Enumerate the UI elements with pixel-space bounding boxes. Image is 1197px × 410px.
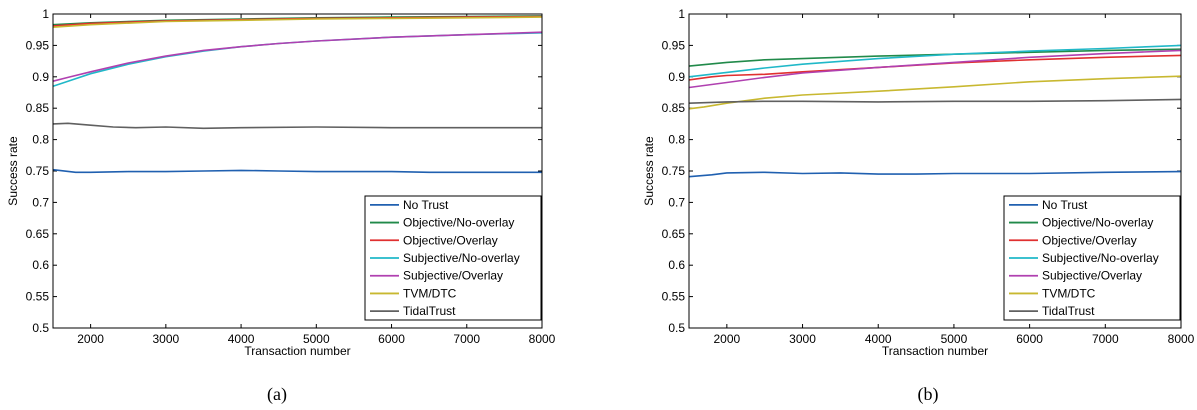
x-tick-label: 6000 (378, 332, 405, 346)
legend-entry: Objective/No-overlay (403, 216, 514, 230)
legend-entry: TVM/DTC (1042, 286, 1096, 300)
legend-entry: Subjective/Overlay (1042, 269, 1142, 283)
y-tick-label: 0.85 (26, 101, 50, 115)
series-line-subjective-overlay (52, 31, 543, 82)
legend-box (364, 195, 542, 321)
y-tick-label: 0.85 (662, 101, 686, 115)
x-tick-label: 7000 (1092, 332, 1119, 346)
series-line-subjective-overlay (688, 49, 1182, 89)
series-line-objective-no-overlay (688, 48, 1182, 67)
y-tick-label: 0.5 (32, 321, 49, 335)
y-tick-label: 1 (42, 7, 49, 21)
legend: No Trust Objective/No-overlay Objective/Ov… (364, 195, 542, 321)
plot-frame (52, 13, 543, 329)
y-tick-label: 0.6 (32, 258, 49, 272)
y-tick-label: 0.6 (668, 258, 685, 272)
y-tick-label: 0.7 (668, 195, 685, 209)
y-tick-label: 0.65 (662, 227, 686, 241)
x-tick-label: 3000 (152, 332, 179, 346)
series-line-tidaltrust (688, 98, 1182, 104)
series-line-tvm-dtc (52, 16, 543, 28)
x-tick-label: 4000 (865, 332, 892, 346)
y-tick-label: 0.8 (32, 133, 49, 147)
chart-panel-a: 0.5 0.55 0.6 0.65 0.7 0.75 0.8 0.85 0.9 0.95 1 2000… (6, 7, 556, 405)
y-tick-label: 0.95 (662, 38, 686, 52)
legend-entry: Subjective/Overlay (403, 269, 503, 283)
y-tick-label: 0.65 (26, 227, 50, 241)
series-line-tvm-dtc (688, 75, 1182, 110)
legend-entry: TVM/DTC (403, 286, 457, 300)
legend-entry: Objective/Overlay (403, 233, 498, 247)
y-tick-label: 0.7 (32, 195, 49, 209)
legend-entry: Subjective/No-overlay (1042, 251, 1159, 265)
panel-caption: (b) (918, 384, 939, 405)
legend-entry: Subjective/No-overlay (403, 251, 520, 265)
plot-frame (688, 13, 1182, 329)
x-tick-label: 3000 (789, 332, 816, 346)
y-tick-label: 0.75 (26, 164, 50, 178)
y-tick-label: 1 (678, 7, 685, 21)
x-tick-label: 8000 (1168, 332, 1195, 346)
y-tick-label: 0.5 (668, 321, 685, 335)
chart-panel-b: 0.5 0.55 0.6 0.65 0.7 0.75 0.8 0.85 0.9 0.95 1 2000… (642, 7, 1195, 405)
x-axis-label: Transaction number (882, 344, 988, 358)
legend-entry: No Trust (403, 198, 449, 212)
x-tick-label: 4000 (228, 332, 255, 346)
legend-entry: Objective/No-overlay (1042, 216, 1153, 230)
x-tick-label: 2000 (77, 332, 104, 346)
y-axis-label: Success rate (6, 136, 20, 206)
series-line-subjective-no-overlay (52, 32, 543, 87)
y-tick-label: 0.55 (662, 290, 686, 304)
legend-entry: TidalTrust (403, 304, 456, 318)
series-line-no-trust (688, 170, 1182, 178)
x-tick-label: 6000 (1016, 332, 1043, 346)
legend-entry: No Trust (1042, 198, 1088, 212)
y-tick-label: 0.9 (32, 70, 49, 84)
x-tick-label: 8000 (529, 332, 556, 346)
y-tick-label: 0.55 (26, 290, 50, 304)
series-line-tidaltrust (52, 122, 542, 130)
x-tick-label: 5000 (941, 332, 968, 346)
series-line-subjective-no-overlay (688, 44, 1182, 78)
y-tick-label: 0.95 (26, 38, 50, 52)
x-axis-label: Transaction number (244, 344, 350, 358)
x-tick-label: 5000 (303, 332, 330, 346)
x-tick-label: 2000 (713, 332, 740, 346)
y-tick-label: 0.9 (668, 70, 685, 84)
y-tick-label: 0.75 (662, 164, 686, 178)
series-line-no-trust (52, 168, 542, 174)
y-axis-label: Success rate (642, 136, 656, 206)
legend: No Trust Objective/No-overlay Objective/Ov… (1003, 195, 1181, 321)
y-tick-label: 0.8 (668, 133, 685, 147)
legend-entry: Objective/Overlay (1042, 233, 1137, 247)
legend-entry: TidalTrust (1042, 304, 1095, 318)
x-tick-label: 7000 (453, 332, 480, 346)
panel-caption: (a) (267, 384, 287, 405)
